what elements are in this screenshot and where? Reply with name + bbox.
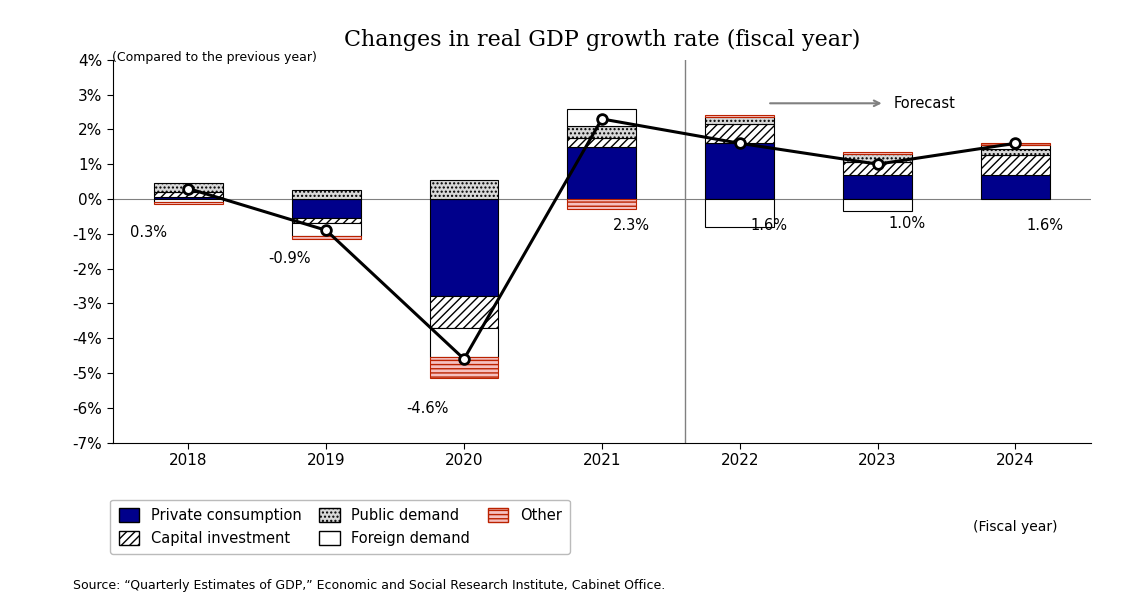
Bar bbox=[430, 297, 498, 328]
Text: 1.0%: 1.0% bbox=[889, 216, 926, 231]
Bar bbox=[705, 144, 774, 199]
Bar bbox=[430, 357, 498, 378]
Bar bbox=[430, 328, 498, 357]
Bar bbox=[981, 145, 1050, 148]
Text: -0.9%: -0.9% bbox=[268, 251, 311, 266]
Bar bbox=[567, 126, 637, 138]
Text: 1.6%: 1.6% bbox=[1026, 218, 1063, 233]
Text: Source: “Quarterly Estimates of GDP,” Economic and Social Research Institute, Ca: Source: “Quarterly Estimates of GDP,” Ec… bbox=[73, 579, 665, 592]
Bar bbox=[843, 154, 912, 163]
Title: Changes in real GDP growth rate (fiscal year): Changes in real GDP growth rate (fiscal … bbox=[344, 29, 861, 51]
Bar bbox=[981, 148, 1050, 155]
Bar bbox=[567, 147, 637, 199]
Text: (Fiscal year): (Fiscal year) bbox=[973, 520, 1058, 535]
Text: 0.3%: 0.3% bbox=[130, 225, 168, 240]
Bar bbox=[154, 203, 223, 204]
Bar bbox=[154, 199, 223, 203]
Bar bbox=[705, 115, 774, 117]
Bar bbox=[567, 138, 637, 147]
Bar bbox=[291, 223, 361, 236]
Bar bbox=[154, 197, 223, 199]
Bar bbox=[154, 184, 223, 192]
Bar bbox=[843, 175, 912, 199]
Bar bbox=[981, 175, 1050, 199]
Bar bbox=[567, 108, 637, 126]
Bar bbox=[430, 199, 498, 297]
Text: 1.6%: 1.6% bbox=[750, 218, 787, 233]
Bar bbox=[843, 163, 912, 175]
Legend: Private consumption, Capital investment, Public demand, Foreign demand, Other: Private consumption, Capital investment,… bbox=[110, 499, 570, 554]
Bar bbox=[705, 124, 774, 144]
Text: 2.3%: 2.3% bbox=[613, 218, 650, 233]
Bar bbox=[705, 199, 774, 227]
Bar bbox=[843, 199, 912, 211]
Bar bbox=[430, 180, 498, 199]
Bar bbox=[705, 117, 774, 124]
Bar bbox=[291, 199, 361, 218]
Bar bbox=[567, 199, 637, 209]
Bar bbox=[154, 192, 223, 197]
Bar bbox=[291, 218, 361, 223]
Text: Forecast: Forecast bbox=[894, 96, 956, 111]
Bar bbox=[291, 236, 361, 239]
Bar bbox=[981, 144, 1050, 145]
Bar bbox=[981, 155, 1050, 175]
Bar bbox=[291, 190, 361, 199]
Bar bbox=[843, 152, 912, 154]
Text: -4.6%: -4.6% bbox=[406, 401, 449, 416]
Text: (Compared to the previous year): (Compared to the previous year) bbox=[112, 51, 317, 64]
